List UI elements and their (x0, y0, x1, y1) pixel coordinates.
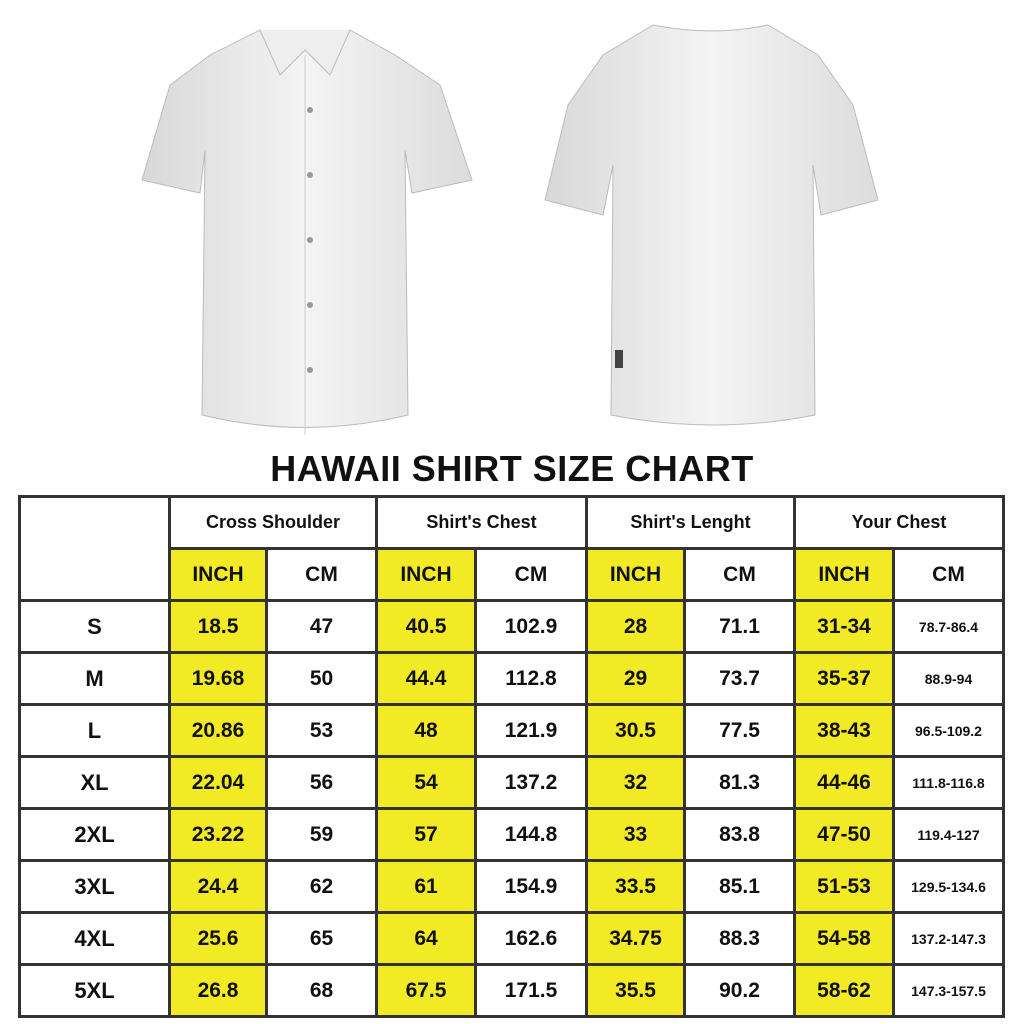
size-label: 4XL (18, 911, 171, 966)
unit-header-inch: INCH (585, 547, 686, 602)
group-header: Your Chest (793, 495, 1005, 550)
value-cell: 137.2-147.3 (892, 911, 1005, 966)
corner-cell (18, 495, 171, 602)
table-row: M 19.68 50 44.4 112.8 29 73.7 35-37 88.9-94 (18, 651, 1005, 706)
value-cell: 85.1 (683, 859, 796, 914)
value-cell: 112.8 (474, 651, 588, 706)
table-row: S 18.5 47 40.5 102.9 28 71.1 31-34 78.7-86.4 (18, 599, 1005, 654)
value-cell: 33.5 (585, 859, 686, 914)
size-label: 3XL (18, 859, 171, 914)
value-cell: 47-50 (793, 807, 895, 862)
group-header: Cross Shoulder (168, 495, 378, 550)
size-label: L (18, 703, 171, 758)
value-cell: 62 (265, 859, 378, 914)
unit-header-inch: INCH (793, 547, 895, 602)
group-header: Shirt's Chest (375, 495, 588, 550)
value-cell: 44.4 (375, 651, 477, 706)
table-row: 4XL 25.6 65 64 162.6 34.75 88.3 54-58 137.2-147.… (18, 911, 1005, 966)
table-row: XL 22.04 56 54 137.2 32 81.3 44-46 111.8-116.8 (18, 755, 1005, 810)
shirt-back-image (544, 24, 879, 426)
table-row: 5XL 26.8 68 67.5 171.5 35.5 90.2 58-62 147.3-157… (18, 963, 1005, 1018)
value-cell: 28 (585, 599, 686, 654)
value-cell: 96.5-109.2 (892, 703, 1005, 758)
value-cell: 18.5 (168, 599, 268, 654)
unit-header-inch: INCH (168, 547, 268, 602)
value-cell: 22.04 (168, 755, 268, 810)
value-cell: 53 (265, 703, 378, 758)
value-cell: 56 (265, 755, 378, 810)
unit-header-cm: CM (265, 547, 378, 602)
size-label: S (18, 599, 171, 654)
value-cell: 20.86 (168, 703, 268, 758)
value-cell: 137.2 (474, 755, 588, 810)
value-cell: 35-37 (793, 651, 895, 706)
value-cell: 26.8 (168, 963, 268, 1018)
value-cell: 147.3-157.5 (892, 963, 1005, 1018)
value-cell: 111.8-116.8 (892, 755, 1005, 810)
value-cell: 73.7 (683, 651, 796, 706)
value-cell: 65 (265, 911, 378, 966)
value-cell: 129.5-134.6 (892, 859, 1005, 914)
unit-header-cm: CM (892, 547, 1005, 602)
value-cell: 48 (375, 703, 477, 758)
table-row: 2XL 23.22 59 57 144.8 33 83.8 47-50 119.4-127 (18, 807, 1005, 862)
value-cell: 51-53 (793, 859, 895, 914)
size-label: XL (18, 755, 171, 810)
group-header: Shirt's Lenght (585, 495, 796, 550)
value-cell: 23.22 (168, 807, 268, 862)
value-cell: 88.9-94 (892, 651, 1005, 706)
value-cell: 47 (265, 599, 378, 654)
value-cell: 38-43 (793, 703, 895, 758)
value-cell: 71.1 (683, 599, 796, 654)
table-row: L 20.86 53 48 121.9 30.5 77.5 38-43 96.5-109.2 (18, 703, 1005, 758)
unit-header-inch: INCH (375, 547, 477, 602)
size-label: 5XL (18, 963, 171, 1018)
value-cell: 30.5 (585, 703, 686, 758)
table-row: 3XL 24.4 62 61 154.9 33.5 85.1 51-53 129.5-134.6 (18, 859, 1005, 914)
shirt-front-image (141, 29, 473, 435)
value-cell: 67.5 (375, 963, 477, 1018)
value-cell: 102.9 (474, 599, 588, 654)
value-cell: 171.5 (474, 963, 588, 1018)
value-cell: 54 (375, 755, 477, 810)
value-cell: 78.7-86.4 (892, 599, 1005, 654)
size-label: 2XL (18, 807, 171, 862)
value-cell: 154.9 (474, 859, 588, 914)
value-cell: 68 (265, 963, 378, 1018)
value-cell: 81.3 (683, 755, 796, 810)
value-cell: 50 (265, 651, 378, 706)
value-cell: 59 (265, 807, 378, 862)
value-cell: 24.4 (168, 859, 268, 914)
value-cell: 77.5 (683, 703, 796, 758)
size-chart-table: Cross Shoulder Shirt's Chest Shirt's Lengh… (18, 495, 1005, 1018)
value-cell: 162.6 (474, 911, 588, 966)
value-cell: 83.8 (683, 807, 796, 862)
value-cell: 54-58 (793, 911, 895, 966)
value-cell: 33 (585, 807, 686, 862)
unit-header-cm: CM (474, 547, 588, 602)
value-cell: 40.5 (375, 599, 477, 654)
value-cell: 121.9 (474, 703, 588, 758)
value-cell: 34.75 (585, 911, 686, 966)
value-cell: 32 (585, 755, 686, 810)
unit-header-cm: CM (683, 547, 796, 602)
value-cell: 57 (375, 807, 477, 862)
value-cell: 119.4-127 (892, 807, 1005, 862)
value-cell: 25.6 (168, 911, 268, 966)
value-cell: 31-34 (793, 599, 895, 654)
value-cell: 144.8 (474, 807, 588, 862)
value-cell: 88.3 (683, 911, 796, 966)
value-cell: 19.68 (168, 651, 268, 706)
value-cell: 44-46 (793, 755, 895, 810)
size-chart-title: HAWAII SHIRT SIZE CHART (270, 448, 754, 489)
value-cell: 35.5 (585, 963, 686, 1018)
size-label: M (18, 651, 171, 706)
value-cell: 58-62 (793, 963, 895, 1018)
value-cell: 64 (375, 911, 477, 966)
value-cell: 90.2 (683, 963, 796, 1018)
value-cell: 61 (375, 859, 477, 914)
value-cell: 29 (585, 651, 686, 706)
